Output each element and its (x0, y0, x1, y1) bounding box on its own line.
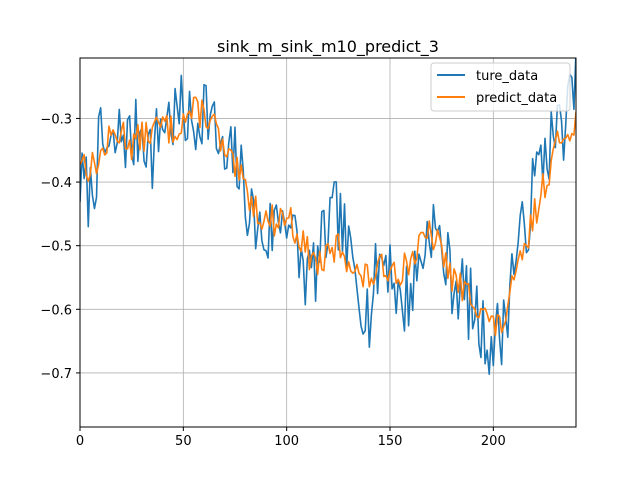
x-tick-label: 200 (481, 434, 506, 449)
y-tick-label: −0.4 (40, 176, 72, 191)
x-tick-label: 150 (378, 434, 403, 449)
y-tick-label: −0.3 (40, 112, 72, 127)
y-tick-label: −0.7 (40, 367, 72, 382)
series-lines (80, 58, 576, 375)
y-axis-ticks: −0.7 −0.6 −0.5 −0.4 −0.3 (40, 112, 80, 382)
plot-frame (79, 57, 577, 428)
x-tick-label: 50 (175, 434, 192, 449)
chart-title: sink_m_sink_m10_predict_3 (217, 37, 439, 57)
y-tick-label: −0.6 (40, 303, 72, 318)
legend-label-ture-data: ture_data (476, 69, 538, 84)
y-tick-label: −0.5 (40, 240, 72, 255)
series-line-predict-data (80, 96, 576, 337)
legend: ture_data predict_data (430, 62, 571, 112)
legend-box (430, 62, 571, 112)
x-tick-label: 100 (274, 434, 299, 449)
x-tick-label: 0 (76, 434, 84, 449)
grid (79, 58, 576, 427)
legend-label-predict-data: predict_data (476, 91, 557, 106)
x-axis-ticks: 0 50 100 150 200 (76, 427, 506, 449)
